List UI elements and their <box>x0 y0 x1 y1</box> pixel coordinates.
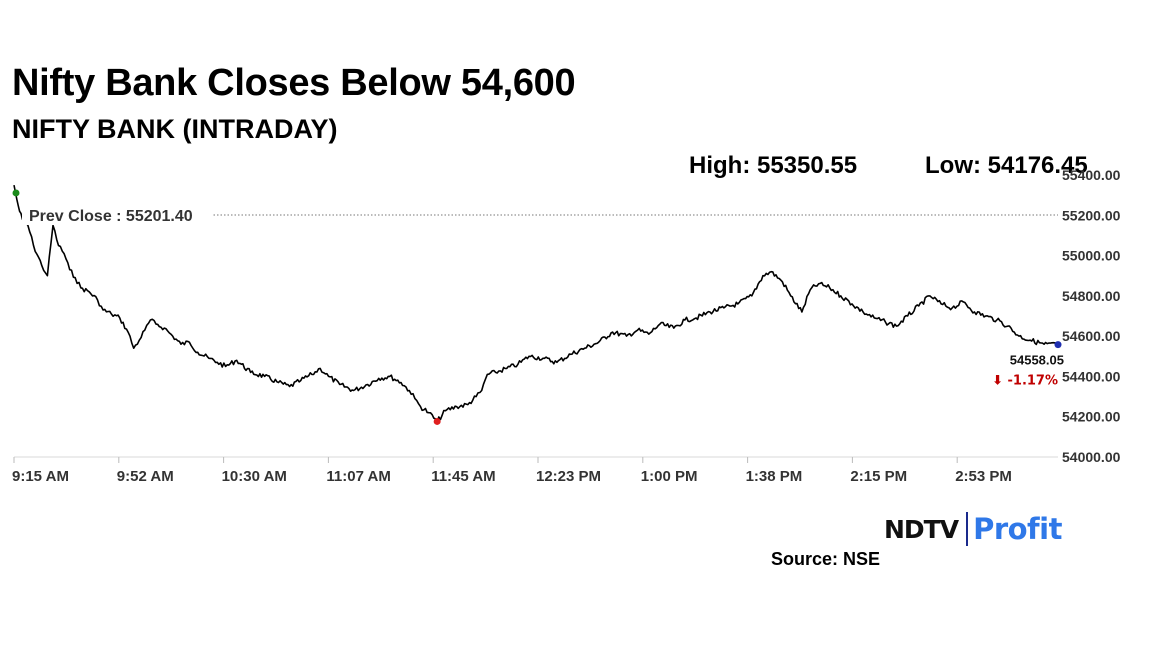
change-label: ⬇ -1.17% <box>992 374 1058 389</box>
y-tick-label: 55400.00 <box>1062 167 1121 183</box>
high-marker <box>12 189 20 197</box>
label-layer: 54000.00 54200.00 54400.00 54600.00 54800.00… <box>12 167 1121 485</box>
y-tick-label: 54600.00 <box>1062 328 1121 344</box>
x-tick-label: 11:07 AM <box>326 468 390 485</box>
axis-layer <box>13 214 1058 463</box>
marker-layer <box>12 189 1062 425</box>
x-tick-label: 1:38 PM <box>746 468 803 485</box>
chart-title: Nifty Bank Closes Below 54,600 <box>12 62 576 104</box>
last-value-label: 54558.05 <box>1010 353 1064 368</box>
y-tick-label: 55000.00 <box>1062 248 1121 264</box>
chart-subtitle: NIFTY BANK (INTRADAY) <box>12 114 338 144</box>
x-tick-label: 11:45 AM <box>431 468 495 485</box>
day-low-label: Low: 54176.45 <box>925 152 1088 179</box>
price-series-line <box>13 184 1059 423</box>
x-tick-label: 2:15 PM <box>850 468 907 485</box>
prev-close-label-bg <box>22 205 212 226</box>
day-high-label: High: 55350.55 <box>689 152 858 179</box>
low-marker <box>433 417 441 425</box>
y-tick-label: 54000.00 <box>1062 449 1121 465</box>
x-tick-label: 9:52 AM <box>117 468 174 485</box>
last-value-marker <box>1054 341 1062 349</box>
y-tick-label: 55200.00 <box>1062 207 1121 223</box>
logo-separator <box>966 512 969 546</box>
prev-close-label: Prev Close : 55201.40 <box>29 208 193 225</box>
x-tick-label: 9:15 AM <box>12 468 69 485</box>
logo-profit-text: Profit <box>973 512 1062 546</box>
x-tick-label: 2:53 PM <box>955 468 1012 485</box>
y-tick-label: 54200.00 <box>1062 409 1121 425</box>
x-tick-label: 1:00 PM <box>641 468 698 485</box>
x-tick-label: 10:30 AM <box>222 468 287 485</box>
x-tick-label: 12:23 PM <box>536 468 601 485</box>
logo-ndtv-text: NDTV <box>884 514 959 544</box>
y-tick-label: 54800.00 <box>1062 288 1121 304</box>
ndtv-profit-logo: NDTV Profit <box>884 509 1062 549</box>
source-note: Source: NSE <box>771 549 881 569</box>
y-tick-label: 54400.00 <box>1062 368 1121 384</box>
